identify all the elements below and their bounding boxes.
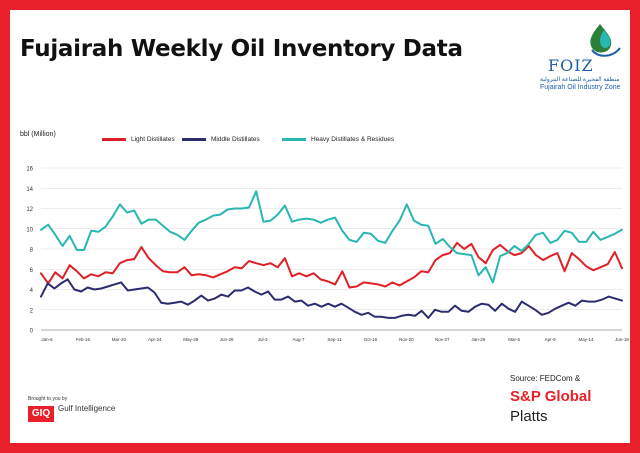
brand-line-1: S&P Global xyxy=(510,388,592,405)
legend-swatch-heavy xyxy=(282,137,306,141)
x-tick-label: May-14 xyxy=(579,337,595,342)
legend-item-middle: Middle Distillates xyxy=(182,136,260,143)
giq-badge: GIQ xyxy=(28,406,54,422)
y-tick-label: 0 xyxy=(30,329,34,335)
brought-by-label: Brought to you by xyxy=(28,396,68,402)
x-tick-label: Nov-20 xyxy=(399,337,414,342)
page-title: Fujairah Weekly Oil Inventory Data xyxy=(20,36,463,62)
x-tick-label: Jan-6 xyxy=(41,337,53,342)
x-tick-label: Sep-11 xyxy=(327,337,342,342)
brand-line-2: Platts xyxy=(510,408,548,425)
y-tick-label: 8 xyxy=(30,248,34,254)
legend-swatch-light xyxy=(102,137,126,141)
x-tick-label: Aug-7 xyxy=(293,337,306,342)
x-tick-label: Mar-20 xyxy=(112,337,127,342)
legend-label-middle: Middle Distillates xyxy=(211,136,260,143)
y-tick-label: 4 xyxy=(30,288,34,294)
giq-name: Gulf Intelligence xyxy=(58,404,116,413)
x-tick-label: Jun-18 xyxy=(615,337,629,342)
y-tick-label: 6 xyxy=(30,268,34,274)
x-tick-label: Mar-5 xyxy=(508,337,520,342)
x-tick-label: Apr-24 xyxy=(148,337,162,342)
y-tick-label: 10 xyxy=(26,227,33,233)
y-tick-label: 16 xyxy=(26,167,33,173)
giq-logo: GIQ Gulf Intelligence xyxy=(28,404,138,430)
series-line-0 xyxy=(40,241,623,289)
x-tick-label: Oct-16 xyxy=(364,337,378,342)
series-line-1 xyxy=(40,278,623,319)
x-tick-label: May-29 xyxy=(183,337,199,342)
logo-acronym: FOIZ xyxy=(548,56,594,75)
x-tick-label: Jun-26 xyxy=(220,337,234,342)
logo-english-name: Fujairah Oil Industry Zone xyxy=(540,84,621,91)
y-tick-label: 14 xyxy=(26,187,33,193)
logo-arabic-name: منطقة الفجيرة للصناعة البترولية xyxy=(540,77,620,83)
foiz-logo: FOIZ منطقة الفجيرة للصناعة البترولية Fuj… xyxy=(540,20,628,100)
y-axis-label: bbl (Million) xyxy=(20,131,56,138)
x-tick-label: Nov-27 xyxy=(435,337,450,342)
droplet-icon xyxy=(590,24,621,57)
x-tick-label: Apr-9 xyxy=(545,337,557,342)
x-tick-label: Jan-29 xyxy=(471,337,485,342)
y-tick-label: 12 xyxy=(26,207,33,213)
series-line-2 xyxy=(40,190,623,284)
legend-item-heavy: Heavy Distillates & Residues xyxy=(282,136,394,143)
legend-label-light: Light Distillates xyxy=(131,136,175,143)
y-tick-label: 2 xyxy=(30,308,34,314)
source-label: Source: FEDCom & xyxy=(510,374,581,383)
x-tick-label: Feb-15 xyxy=(76,337,91,342)
legend-item-light: Light Distillates xyxy=(102,136,175,143)
legend-label-heavy: Heavy Distillates & Residues xyxy=(311,136,395,143)
x-tick-label: Jul-3 xyxy=(258,337,268,342)
legend-swatch-middle xyxy=(182,137,206,141)
slide-frame xyxy=(10,10,630,443)
